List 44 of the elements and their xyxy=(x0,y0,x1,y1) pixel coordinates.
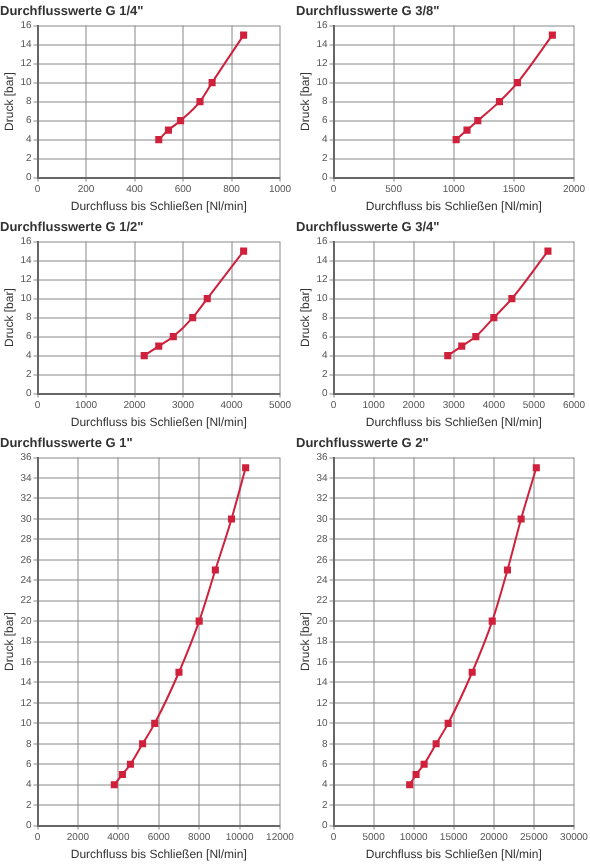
point xyxy=(495,98,503,106)
point xyxy=(110,781,118,789)
point xyxy=(444,352,452,360)
point xyxy=(452,136,460,144)
point xyxy=(175,668,183,676)
point xyxy=(548,31,556,39)
point xyxy=(203,295,211,303)
point xyxy=(169,333,177,341)
point xyxy=(211,566,219,574)
point xyxy=(490,314,498,322)
point xyxy=(242,464,250,472)
point xyxy=(177,117,185,125)
point xyxy=(544,247,552,255)
point xyxy=(420,760,428,768)
point xyxy=(406,781,414,789)
point xyxy=(468,668,476,676)
point xyxy=(532,464,540,472)
point xyxy=(196,98,204,106)
point xyxy=(432,740,440,748)
point xyxy=(189,314,197,322)
point xyxy=(474,117,482,125)
point xyxy=(458,342,466,350)
point xyxy=(140,352,148,360)
point xyxy=(412,770,420,779)
point xyxy=(151,719,159,727)
point xyxy=(517,515,525,523)
point xyxy=(164,126,173,134)
point xyxy=(488,617,496,625)
point xyxy=(208,79,216,87)
point xyxy=(227,515,236,523)
point xyxy=(444,719,452,727)
point xyxy=(508,295,516,303)
point xyxy=(195,617,203,625)
point xyxy=(118,770,126,779)
point xyxy=(126,760,135,768)
point xyxy=(155,136,163,144)
point xyxy=(503,566,512,574)
point xyxy=(513,79,522,87)
point xyxy=(155,342,163,350)
point xyxy=(463,126,471,134)
point xyxy=(139,740,147,748)
point xyxy=(240,247,248,255)
point xyxy=(240,31,248,39)
point xyxy=(472,333,480,341)
